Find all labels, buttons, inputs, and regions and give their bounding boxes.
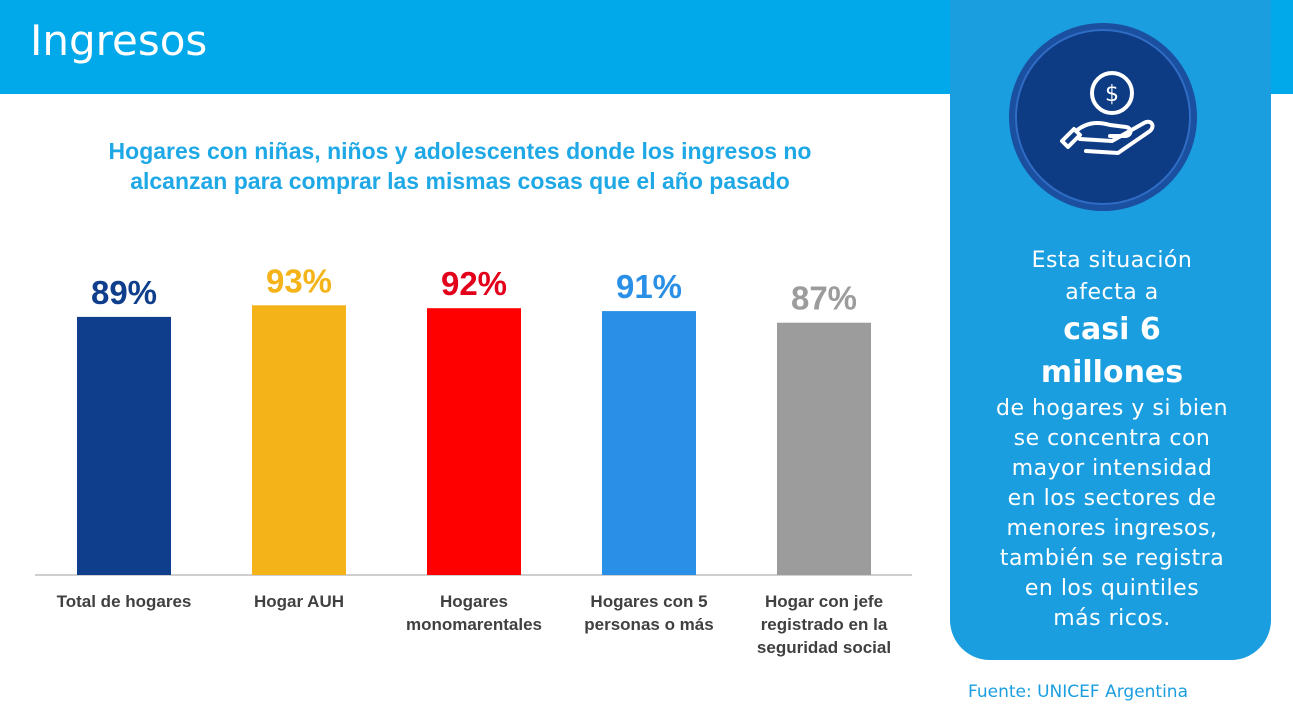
bar-chart: 89% Total de hogares 93% Hogar AUH 92% Hogare… xyxy=(35,262,912,657)
category-label: personas o más xyxy=(584,615,713,634)
category-label: Hogares con 5 xyxy=(590,592,707,611)
chart-title-line: Hogares con niñas, niños y adolescentes … xyxy=(108,138,812,164)
category-label: Hogares xyxy=(440,592,508,611)
panel-body-line: también se registra xyxy=(999,546,1225,571)
header-bar-edge xyxy=(1271,0,1293,94)
svg-text:$: $ xyxy=(1105,82,1119,107)
data-label: 91% xyxy=(616,268,682,305)
panel-body-line: menores ingresos, xyxy=(1006,516,1218,541)
category-label: Hogar AUH xyxy=(254,592,344,611)
data-label: 92% xyxy=(441,265,507,302)
category-label: seguridad social xyxy=(757,638,891,657)
panel-line-1: Esta situación xyxy=(1031,248,1193,273)
panel-body-line: más ricos. xyxy=(1053,606,1171,631)
panel-body-line: de hogares y si bien xyxy=(995,396,1229,421)
panel-line-2: afecta a xyxy=(1065,280,1159,305)
chart-title-line: alcanzan para comprar las mismas cosas q… xyxy=(130,168,790,194)
data-label: 87% xyxy=(791,280,857,317)
data-label: 93% xyxy=(266,262,332,299)
panel-highlight-2: millones xyxy=(1040,355,1184,390)
data-label: 89% xyxy=(91,274,157,311)
header-bar: Ingresos xyxy=(0,0,950,94)
icon-badge: $ xyxy=(1009,23,1197,211)
panel-highlight-1: casi 6 xyxy=(1063,312,1161,347)
chart-title: Hogares con niñas, niños y adolescentes … xyxy=(40,136,880,196)
bar xyxy=(427,308,521,575)
bar xyxy=(777,322,871,575)
bar xyxy=(77,316,171,575)
panel-body-line: en los sectores de xyxy=(1007,486,1217,511)
source-note: Fuente: UNICEF Argentina xyxy=(968,682,1189,702)
page-title: Ingresos xyxy=(30,16,208,65)
bar xyxy=(602,311,696,575)
hand-dollar-icon: $ xyxy=(1060,71,1155,155)
category-label: monomarentales xyxy=(406,615,542,634)
panel-body-line: en los quintiles xyxy=(1024,576,1200,601)
bar xyxy=(252,305,346,575)
category-label: Hogar con jefe xyxy=(765,592,883,611)
category-label: registrado en la xyxy=(761,615,888,634)
category-label: Total de hogares xyxy=(57,592,192,611)
panel-body-line: se concentra con xyxy=(1013,426,1211,451)
panel-body-line: mayor intensidad xyxy=(1011,456,1213,481)
icon-badge-inner: $ xyxy=(1015,29,1191,205)
